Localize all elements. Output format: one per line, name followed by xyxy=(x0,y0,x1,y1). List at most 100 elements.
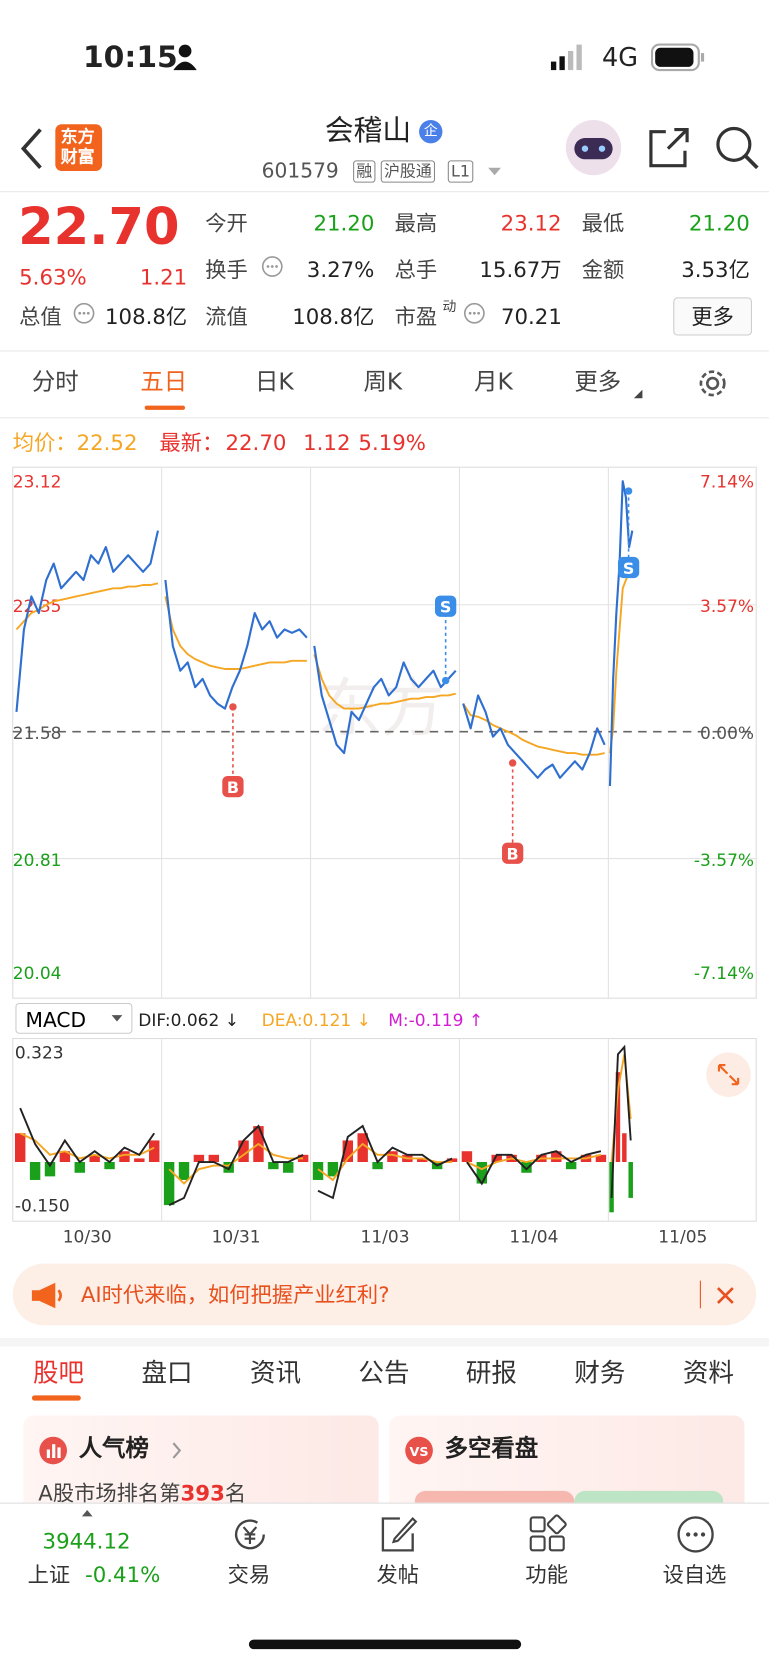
macd-dea: DEA:0.121 ↓ xyxy=(262,1011,371,1031)
rank-title[interactable]: 人气榜 xyxy=(78,1435,149,1463)
tab[interactable]: 日K xyxy=(255,369,294,397)
dif_line xyxy=(466,1150,602,1186)
pct-label: -7.14% xyxy=(694,964,754,984)
share-button[interactable] xyxy=(647,125,692,170)
tab[interactable]: 财务 xyxy=(574,1358,626,1388)
info-icon[interactable] xyxy=(72,302,95,325)
macd-bar xyxy=(283,1161,294,1173)
nav-item[interactable]: 设自选 xyxy=(662,1562,727,1588)
y-tick-label: 23.12 xyxy=(13,472,62,492)
avatar[interactable] xyxy=(564,119,624,176)
up-arrow xyxy=(81,1510,93,1517)
field-value: 108.8亿 xyxy=(105,303,188,330)
macd-select[interactable] xyxy=(15,1002,133,1034)
field-sup: 动 xyxy=(442,299,457,316)
macd-bar xyxy=(238,1140,249,1162)
macd-arrow xyxy=(111,1015,123,1022)
rank-value: 393 xyxy=(180,1480,225,1506)
price-line xyxy=(608,480,634,787)
price-line xyxy=(164,579,308,710)
banner-close[interactable] xyxy=(715,1285,736,1306)
watch-icon[interactable] xyxy=(675,1514,715,1554)
macd-bar xyxy=(387,1151,398,1162)
trade-point xyxy=(441,676,450,685)
expand-button[interactable] xyxy=(706,1052,751,1097)
back-button[interactable] xyxy=(15,125,47,172)
avg-label: 均价： xyxy=(12,430,77,456)
bull-title[interactable]: 多空看盘 xyxy=(444,1435,539,1463)
macd-m: M:-0.119 ↑ xyxy=(388,1011,483,1031)
nav-item[interactable]: 发帖 xyxy=(376,1562,420,1588)
tab[interactable]: 研报 xyxy=(465,1358,517,1388)
tab[interactable]: 月K xyxy=(474,369,513,397)
battery-icon xyxy=(650,43,705,72)
macd-bar xyxy=(628,1161,633,1198)
trade-point xyxy=(508,759,517,767)
search-button[interactable] xyxy=(715,125,762,172)
y-tick-label: 20.04 xyxy=(13,964,62,984)
trade-label: S xyxy=(623,559,634,578)
tab-underline xyxy=(144,405,186,410)
field-label: 最低 xyxy=(581,210,625,236)
divider xyxy=(0,350,769,352)
tab[interactable]: 周K xyxy=(363,369,403,397)
home-indicator xyxy=(248,1639,522,1650)
tab-arrow xyxy=(633,389,643,399)
nav-item[interactable]: 交易 xyxy=(227,1562,271,1588)
function-icon[interactable] xyxy=(528,1514,568,1554)
tab[interactable]: 盘口 xyxy=(141,1358,193,1388)
stock-code: 601579 xyxy=(261,159,339,183)
avg-line xyxy=(462,703,605,756)
index-value[interactable]: 3944.12 xyxy=(42,1528,131,1554)
settings-button[interactable] xyxy=(696,366,730,400)
banner[interactable] xyxy=(12,1263,757,1326)
tab[interactable]: 更多 xyxy=(574,369,622,397)
dif_line xyxy=(19,1107,156,1168)
person-icon xyxy=(173,44,197,71)
macd-bar xyxy=(14,1133,26,1162)
field-label: 换手 xyxy=(205,256,248,283)
field-label: 流值 xyxy=(205,303,248,330)
tab-active[interactable]: 股吧 xyxy=(32,1358,85,1388)
nav-item[interactable]: 功能 xyxy=(525,1562,568,1588)
tab[interactable]: 公告 xyxy=(358,1358,410,1388)
macd-bar xyxy=(312,1161,324,1180)
x-tick-label: 11/05 xyxy=(658,1227,707,1247)
macd-bar xyxy=(622,1133,627,1162)
trade-label: B xyxy=(507,845,519,864)
field-value: 70.21 xyxy=(500,303,562,330)
info-icon[interactable] xyxy=(463,302,486,325)
price-line xyxy=(313,645,457,755)
tag: L1 xyxy=(447,160,474,183)
macd-name[interactable]: MACD xyxy=(26,1008,87,1032)
avg-line xyxy=(313,653,456,710)
index-pct[interactable]: -0.41% xyxy=(85,1562,161,1588)
dropdown-icon[interactable] xyxy=(487,167,502,178)
macd-bar xyxy=(74,1161,85,1173)
trade-label: S xyxy=(440,598,451,617)
last-change: 1.12 xyxy=(303,430,351,456)
tag: 融 xyxy=(353,160,376,183)
dif_line xyxy=(610,1044,632,1198)
post-icon[interactable] xyxy=(379,1514,419,1554)
banner-text[interactable]: AI时代来临，如何把握产业红利? xyxy=(80,1281,390,1308)
y-tick-label: 20.81 xyxy=(13,851,62,871)
index-name[interactable]: 上证 xyxy=(27,1562,71,1588)
info-icon[interactable] xyxy=(261,255,284,278)
tab-active[interactable]: 五日 xyxy=(140,369,188,397)
tab[interactable]: 资料 xyxy=(682,1358,734,1388)
trade-icon[interactable] xyxy=(230,1514,270,1554)
chart-frame xyxy=(12,466,757,999)
x-tick-label: 11/04 xyxy=(509,1227,558,1247)
macd-bar xyxy=(446,1158,458,1162)
more-button[interactable]: 更多 xyxy=(673,297,752,336)
field-label: 总值 xyxy=(19,303,62,330)
tab[interactable]: 资讯 xyxy=(249,1358,301,1388)
field-value: 108.8亿 xyxy=(292,303,375,330)
tab[interactable]: 分时 xyxy=(31,369,79,397)
macd-bar xyxy=(521,1161,532,1173)
dea_line xyxy=(168,1142,304,1185)
megaphone-icon xyxy=(31,1282,62,1309)
macd-bar xyxy=(565,1161,577,1170)
trade-point xyxy=(229,703,237,711)
